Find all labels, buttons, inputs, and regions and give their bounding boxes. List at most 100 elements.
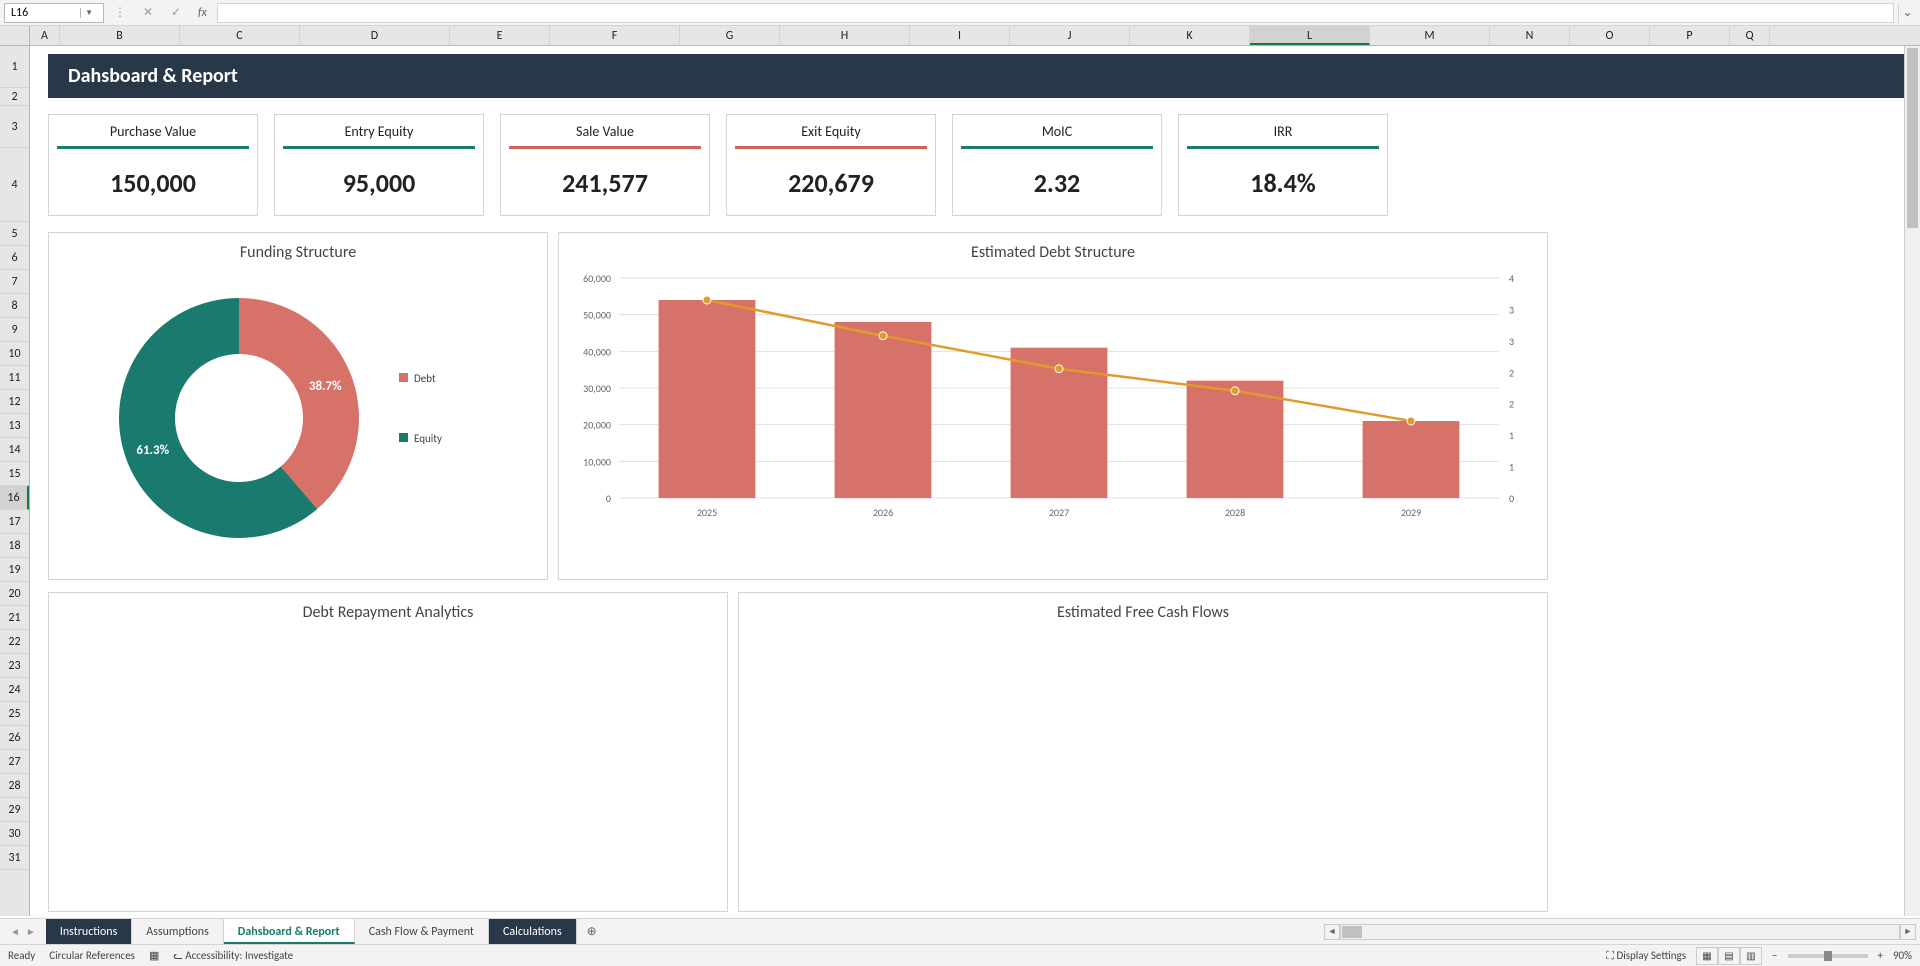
kpi-card: Sale Value241,577 <box>500 114 710 216</box>
row-header[interactable]: 11 <box>0 366 29 390</box>
zoom-level[interactable]: 90% <box>1893 949 1912 962</box>
column-header[interactable]: A <box>30 26 60 45</box>
row-header[interactable]: 18 <box>0 534 29 558</box>
column-header[interactable]: N <box>1490 26 1570 45</box>
row-header[interactable]: 22 <box>0 630 29 654</box>
add-sheet-button[interactable]: ⊕ <box>577 919 607 945</box>
column-header[interactable]: K <box>1130 26 1250 45</box>
row-header[interactable]: 8 <box>0 294 29 318</box>
zoom-slider[interactable] <box>1788 954 1868 958</box>
free-cash-flow-chart: Estimated Free Cash Flows <box>738 592 1548 912</box>
kpi-value: 220,679 <box>727 167 935 199</box>
svg-text:60,000: 60,000 <box>583 272 611 285</box>
row-header[interactable]: 28 <box>0 774 29 798</box>
sheet-tab[interactable]: Assumptions <box>132 919 223 944</box>
row-header[interactable]: 25 <box>0 702 29 726</box>
sheet-tab[interactable]: Calculations <box>489 919 577 944</box>
vertical-scrollbar[interactable] <box>1904 46 1920 916</box>
row-header[interactable]: 7 <box>0 270 29 294</box>
sheet-tab[interactable]: Dahsboard & Report <box>224 919 355 944</box>
column-header[interactable]: G <box>680 26 780 45</box>
column-header[interactable]: J <box>1010 26 1130 45</box>
row-header[interactable]: 20 <box>0 582 29 606</box>
row-headers: 1234567891011121314151617181920212223242… <box>0 46 30 916</box>
row-header[interactable]: 9 <box>0 318 29 342</box>
svg-text:1: 1 <box>1509 429 1514 442</box>
select-all-corner[interactable] <box>0 26 30 45</box>
kpi-label: Purchase Value <box>57 123 249 149</box>
column-header[interactable]: P <box>1650 26 1730 45</box>
zoom-out-button[interactable]: − <box>1772 949 1777 962</box>
hscroll-left-icon[interactable]: ◄ <box>1324 924 1340 940</box>
formula-expand-icon[interactable]: ⌄ <box>1898 3 1916 23</box>
debt-structure-chart: Estimated Debt Structure 010,00020,00030… <box>558 232 1548 580</box>
row-header[interactable]: 19 <box>0 558 29 582</box>
horizontal-scrollbar[interactable] <box>1340 924 1900 940</box>
row-header[interactable]: 6 <box>0 246 29 270</box>
normal-view-button[interactable]: ▦ <box>1696 947 1718 965</box>
fx-label[interactable]: fx <box>192 6 213 20</box>
row-header[interactable]: 14 <box>0 438 29 462</box>
row-header[interactable]: 4 <box>0 148 29 222</box>
column-header[interactable]: B <box>60 26 180 45</box>
kpi-row: Purchase Value150,000Entry Equity95,000S… <box>48 114 1640 216</box>
tab-nav-prev-icon[interactable]: ◄ <box>8 923 22 940</box>
formula-input[interactable] <box>217 3 1894 23</box>
row-header[interactable]: 1 <box>0 46 29 88</box>
row-header[interactable]: 12 <box>0 390 29 414</box>
cancel-formula-icon[interactable]: ✕ <box>136 5 160 20</box>
row-header[interactable]: 24 <box>0 678 29 702</box>
accessibility-status[interactable]: ᓚ Accessibility: Investigate <box>173 949 293 962</box>
display-settings-button[interactable]: ⛶ Display Settings <box>1606 949 1686 963</box>
row-header[interactable]: 5 <box>0 222 29 246</box>
accept-formula-icon[interactable]: ✓ <box>164 5 188 20</box>
tab-nav: ◄ ► <box>0 923 46 940</box>
row-header[interactable]: 27 <box>0 750 29 774</box>
chart-title: Debt Repayment Analytics <box>49 593 727 628</box>
tab-nav-next-icon[interactable]: ► <box>24 923 38 940</box>
name-box-dropdown-icon[interactable]: ▼ <box>80 8 97 18</box>
column-header[interactable]: H <box>780 26 910 45</box>
column-header[interactable]: D <box>300 26 450 45</box>
column-header[interactable]: Q <box>1730 26 1770 45</box>
kpi-label: Exit Equity <box>735 123 927 149</box>
column-header[interactable]: C <box>180 26 300 45</box>
sheet-tab[interactable]: Cash Flow & Payment <box>355 919 489 944</box>
svg-text:38.7%: 38.7% <box>309 379 342 394</box>
column-header[interactable]: F <box>550 26 680 45</box>
page-break-view-button[interactable]: ▥ <box>1740 947 1762 965</box>
row-header[interactable]: 13 <box>0 414 29 438</box>
name-box[interactable]: L16 ▼ <box>4 3 104 23</box>
worksheet-area[interactable]: Dahsboard & Report Purchase Value150,000… <box>30 46 1920 916</box>
page-layout-view-button[interactable]: ▤ <box>1718 947 1740 965</box>
row-header[interactable]: 31 <box>0 846 29 870</box>
kpi-card: Exit Equity 220,679 <box>726 114 936 216</box>
row-header[interactable]: 23 <box>0 654 29 678</box>
svg-text:2027: 2027 <box>1049 506 1069 519</box>
row-header[interactable]: 26 <box>0 726 29 750</box>
formula-dropdown-icon[interactable]: ⋮ <box>108 5 132 20</box>
row-header[interactable]: 21 <box>0 606 29 630</box>
row-header[interactable]: 29 <box>0 798 29 822</box>
column-header[interactable]: L <box>1250 26 1370 45</box>
row-header[interactable]: 30 <box>0 822 29 846</box>
column-header[interactable]: E <box>450 26 550 45</box>
column-header[interactable]: I <box>910 26 1010 45</box>
row-header[interactable]: 16 <box>0 486 29 510</box>
row-header[interactable]: 2 <box>0 88 29 106</box>
svg-text:20,000: 20,000 <box>583 419 611 432</box>
column-header[interactable]: M <box>1370 26 1490 45</box>
row-header[interactable]: 17 <box>0 510 29 534</box>
zoom-in-button[interactable]: + <box>1878 949 1883 962</box>
macro-record-icon[interactable]: ▦ <box>149 949 159 962</box>
column-header[interactable]: O <box>1570 26 1650 45</box>
svg-text:61.3%: 61.3% <box>136 443 169 458</box>
dashboard-title: Dahsboard & Report <box>48 54 1910 98</box>
row-header[interactable]: 3 <box>0 106 29 148</box>
status-circular: Circular References <box>49 949 135 962</box>
sheet-tab[interactable]: Instructions <box>46 919 132 944</box>
row-header[interactable]: 10 <box>0 342 29 366</box>
hscroll-right-icon[interactable]: ► <box>1900 924 1916 940</box>
row-header[interactable]: 15 <box>0 462 29 486</box>
svg-text:2: 2 <box>1509 398 1514 411</box>
